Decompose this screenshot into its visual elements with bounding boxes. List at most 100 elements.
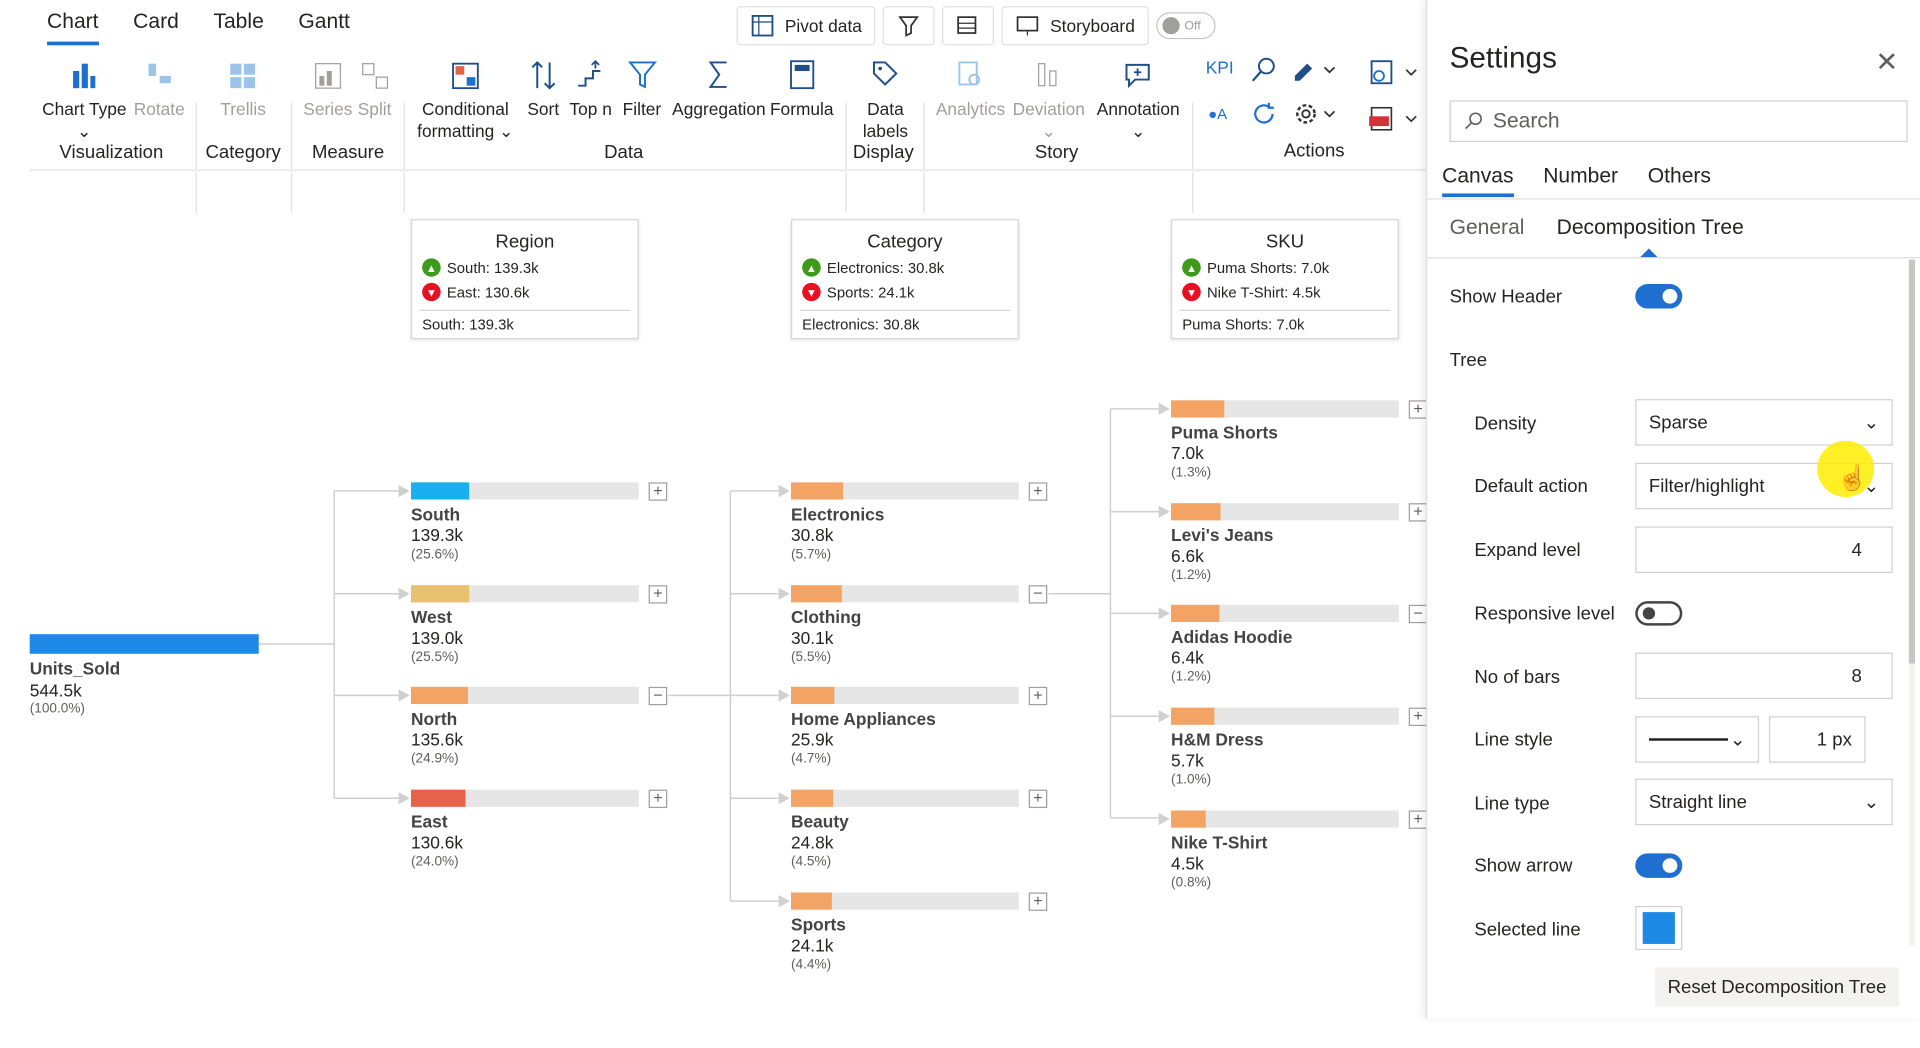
subtab-decomposition-tree[interactable]: Decomposition Tree [1556, 215, 1744, 239]
expand-button[interactable]: + [1408, 810, 1428, 829]
analytics-icon [936, 54, 1005, 91]
expand-button[interactable]: + [1028, 789, 1048, 809]
expand-button[interactable]: − [648, 687, 668, 706]
search-tool-button[interactable] [1250, 56, 1277, 88]
sort-button[interactable]: Sort [527, 54, 559, 120]
ribbon-divider [290, 102, 293, 214]
root-bar [29, 634, 259, 654]
data-labels-button[interactable]: Data labels [863, 54, 908, 142]
density-select[interactable]: Sparse ⌄ [1635, 399, 1893, 446]
expand-button[interactable]: + [1408, 708, 1428, 727]
settings-subtabs: General Decomposition Tree [1450, 215, 1744, 239]
settings-gear-button[interactable] [1292, 100, 1337, 132]
header-bottom-item: ▼ Sports: 24.1k [802, 282, 1017, 302]
rotate-button[interactable]: Rotate [134, 54, 185, 120]
chevron-down-icon: ⌄ [1863, 792, 1880, 813]
line-type-select[interactable]: Straight line ⌄ [1635, 778, 1893, 826]
paint-brush-icon [1294, 63, 1336, 81]
annotation-button[interactable]: Annotation ⌄ [1097, 54, 1180, 142]
paint-brush-button[interactable] [1292, 56, 1337, 88]
kpi-button[interactable]: KPI [1206, 56, 1234, 78]
expand-button[interactable]: + [1028, 687, 1048, 706]
group-visualization: Visualization [59, 142, 164, 163]
bar-fill [1171, 810, 1206, 828]
settings-tabs: Canvas Number Others [1442, 164, 1711, 198]
tab-number[interactable]: Number [1543, 164, 1619, 188]
bar-fill [791, 584, 842, 602]
responsive-level-toggle[interactable] [1635, 601, 1683, 626]
expand-button[interactable]: − [1028, 585, 1048, 604]
expand-button[interactable]: + [648, 585, 668, 604]
selected-line-color-picker[interactable] [1635, 905, 1683, 951]
group-category: Category [205, 142, 281, 163]
responsive-level-label: Responsive level [1474, 603, 1615, 625]
subtab-general[interactable]: General [1449, 215, 1525, 239]
formula-button[interactable]: Formula [770, 54, 834, 120]
expand-button[interactable]: + [1028, 892, 1048, 911]
node-value: 4.5k [1171, 853, 1204, 873]
filter-button[interactable]: Filter [623, 54, 661, 120]
tab-table[interactable]: Table [213, 9, 264, 34]
off-toggle[interactable]: Off [1155, 12, 1216, 40]
conditional-formatting-button[interactable]: Conditional formatting ⌄ [417, 54, 514, 142]
expand-button[interactable]: + [1408, 502, 1428, 522]
chevron-down-icon: ⌄ [77, 121, 92, 141]
show-header-label: Show Header [1449, 286, 1563, 308]
node-percent: (100.0%) [29, 701, 85, 717]
chart-type-button[interactable]: Chart Type ⌄ [42, 54, 127, 142]
group-measure: Measure [311, 142, 385, 163]
formula-icon [770, 54, 834, 91]
rotate-icon [134, 54, 185, 91]
show-header-toggle[interactable] [1635, 284, 1683, 309]
expand-level-input[interactable]: 4 [1635, 526, 1893, 573]
expand-button[interactable]: + [1408, 400, 1428, 419]
tab-chart[interactable]: Chart [47, 10, 99, 46]
scrollbar-thumb[interactable] [1908, 259, 1916, 664]
tab-gantt[interactable]: Gantt [298, 9, 350, 34]
filter-pane-button[interactable] [882, 6, 935, 46]
trellis-button[interactable]: Trellis [220, 54, 266, 120]
expand-button[interactable]: + [648, 482, 668, 501]
ribbon: Chart Type ⌄ Rotate Visualization Trellis… [0, 49, 1426, 214]
no-of-bars-input[interactable]: 8 [1635, 652, 1893, 700]
header-sku[interactable]: SKU ▲ Puma Shorts: 7.0k ▼ Nike T-Shirt: 4.… [1171, 219, 1399, 340]
edit-table-button[interactable] [942, 6, 995, 46]
show-arrow-toggle[interactable] [1635, 853, 1683, 878]
deviation-button[interactable]: Deviation ⌄ [1013, 54, 1085, 142]
auto-label-button[interactable]: ●A [1208, 103, 1227, 125]
tab-others[interactable]: Others [1647, 164, 1711, 188]
node-value: 30.1k [791, 627, 834, 648]
bar-fill [1171, 707, 1215, 725]
storyboard-button[interactable]: Storyboard [1001, 6, 1149, 46]
line-style-select[interactable]: ⌄ [1635, 716, 1760, 763]
sort-icon [527, 54, 559, 91]
node-label: Sports [791, 914, 846, 934]
top-n-button[interactable]: Top n [569, 54, 612, 120]
aggregation-label: Aggregation [672, 99, 766, 119]
series-button[interactable]: Series [303, 54, 352, 120]
tab-canvas[interactable]: Canvas [1442, 164, 1514, 198]
analytics-button[interactable]: Analytics [936, 54, 1005, 120]
expand-button[interactable]: + [1028, 482, 1048, 501]
ribbon-shadow [29, 168, 1427, 173]
hand-cursor-icon: ☝ [1837, 465, 1868, 493]
reset-decomposition-tree-button[interactable]: Reset Decomposition Tree [1655, 967, 1899, 1007]
pivot-data-button[interactable]: Pivot data [736, 6, 876, 46]
export-settings-button[interactable] [1367, 59, 1421, 91]
refresh-button[interactable] [1250, 100, 1277, 132]
header-bottom-item: ▼ Nike T-Shirt: 4.5k [1182, 282, 1397, 302]
search-input[interactable]: Search [1449, 100, 1908, 143]
ribbon-divider [195, 102, 197, 214]
expand-button[interactable]: − [1408, 605, 1428, 624]
node-value: 6.4k [1171, 648, 1204, 668]
expand-button[interactable]: + [648, 789, 668, 809]
line-width-input[interactable]: 1 px [1768, 716, 1866, 763]
header-region[interactable]: Region ▲ South: 139.3k ▼ East: 130.6k Sout… [410, 219, 639, 340]
split-button[interactable]: Split [358, 54, 391, 120]
aggregation-button[interactable]: Aggregation [672, 54, 766, 120]
pdf-export-button[interactable] [1367, 105, 1421, 137]
header-category[interactable]: Category ▲ Electronics: 30.8k ▼ Sports: 24… [791, 219, 1019, 340]
close-icon[interactable]: ✕ [1875, 46, 1899, 78]
storyboard-icon [1017, 16, 1039, 36]
tab-card[interactable]: Card [133, 9, 179, 34]
